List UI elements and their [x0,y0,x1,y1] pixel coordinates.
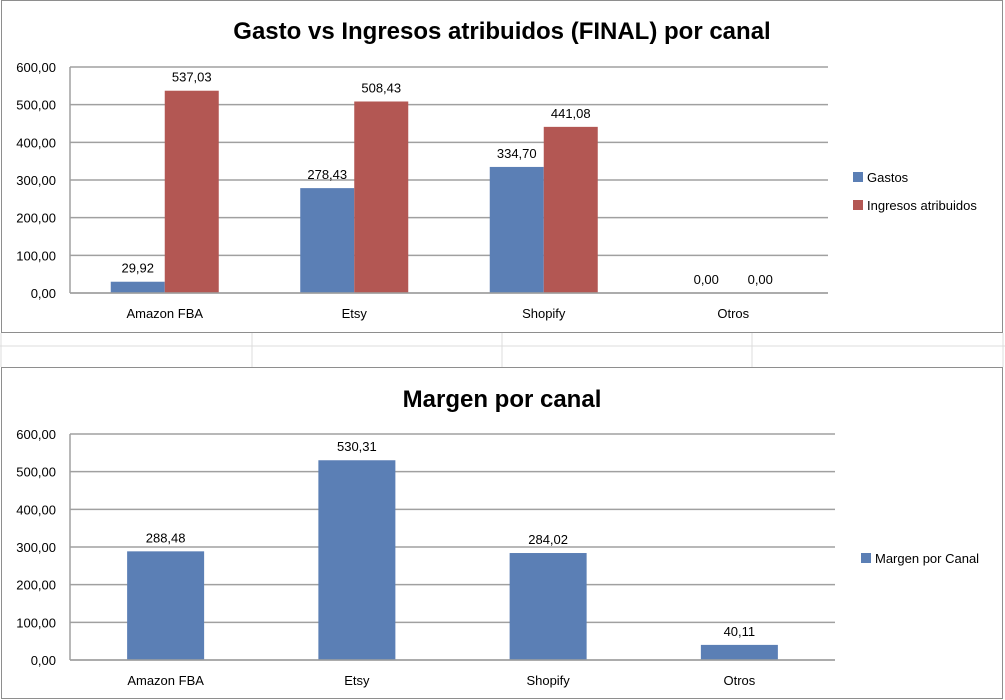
y-tick-label: 300,00 [16,173,56,188]
x-category-label: Shopify [526,673,570,688]
y-tick-label: 500,00 [16,98,56,113]
bar-gastos[interactable] [489,166,544,293]
bar-ingresos-atribuidos[interactable] [543,126,598,293]
data-label: 284,02 [528,532,568,547]
bar-gastos[interactable] [300,188,355,293]
bar-ingresos-atribuidos[interactable] [164,90,219,294]
chart-gasto-vs-ingresos[interactable]: Gasto vs Ingresos atribuidos (FINAL) por… [1,0,1003,333]
data-label: 334,70 [497,146,537,161]
y-tick-label: 600,00 [16,60,56,75]
y-tick-label: 400,00 [16,135,56,150]
y-tick-label: 0,00 [31,653,56,668]
data-label: 0,00 [748,272,773,287]
y-tick-label: 400,00 [16,502,56,517]
bar-ingresos-atribuidos[interactable] [354,101,409,293]
data-label: 40,11 [724,624,756,639]
x-category-label: Etsy [344,673,370,688]
y-tick-label: 200,00 [16,578,56,593]
legend-label[interactable]: Ingresos atribuidos [867,198,977,213]
x-category-label: Etsy [342,306,368,321]
data-label: 508,43 [361,80,401,95]
y-tick-label: 0,00 [31,286,56,301]
data-label: 0,00 [694,272,719,287]
data-label: 537,03 [172,70,212,85]
y-tick-label: 300,00 [16,540,56,555]
data-label: 29,92 [121,261,154,276]
chart-title: Gasto vs Ingresos atribuidos (FINAL) por… [233,18,770,45]
bar-gastos[interactable] [110,281,165,293]
x-category-label: Otros [723,673,755,688]
data-label: 278,43 [307,167,347,182]
data-label: 530,31 [337,439,377,454]
x-category-label: Amazon FBA [127,673,204,688]
x-category-label: Otros [717,306,749,321]
legend-label[interactable]: Margen por Canal [875,551,979,566]
chart-gasto-vs-ingresos-svg: Gasto vs Ingresos atribuidos (FINAL) por… [16,18,977,321]
y-tick-label: 100,00 [16,615,56,630]
x-category-label: Amazon FBA [126,306,203,321]
y-tick-label: 500,00 [16,465,56,480]
x-category-label: Shopify [522,306,566,321]
legend-label[interactable]: Gastos [867,170,909,185]
y-tick-label: 200,00 [16,211,56,226]
chart-margen-por-canal[interactable]: Margen por canal 0,00 100,00 200,00 300,00 4… [1,367,1003,699]
bar-margen-por-canal[interactable] [700,644,778,660]
bar-margen-por-canal[interactable] [127,551,205,660]
legend-swatch [861,553,871,563]
legend-swatch [853,172,863,182]
legend-swatch [853,200,863,210]
data-label: 441,08 [551,106,591,121]
data-label: 288,48 [146,530,186,545]
chart-margen-por-canal-svg: Margen por canal 0,00 100,00 200,00 300,00 4… [16,386,979,688]
chart-title: Margen por canal [403,386,602,413]
bar-margen-por-canal[interactable] [318,460,396,660]
y-tick-label: 100,00 [16,248,56,263]
bar-margen-por-canal[interactable] [509,553,587,660]
y-tick-label: 600,00 [16,427,56,442]
